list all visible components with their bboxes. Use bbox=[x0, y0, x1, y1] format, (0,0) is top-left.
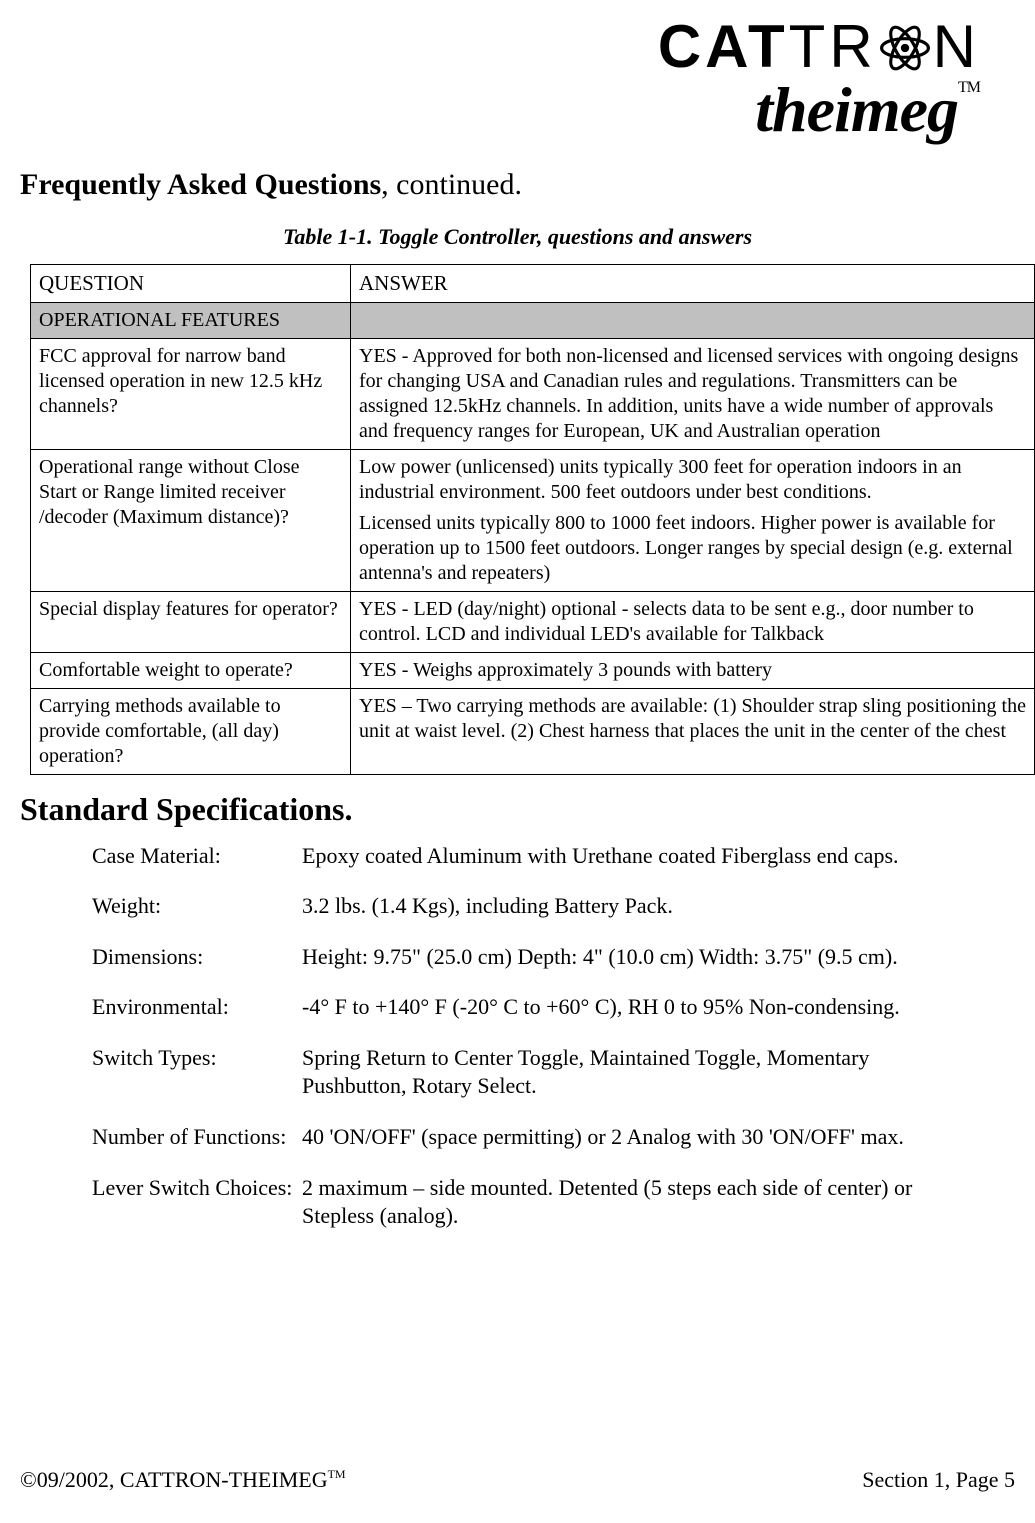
spec-label: Dimensions: bbox=[92, 943, 302, 972]
header-answer: ANSWER bbox=[351, 265, 1035, 302]
answer-cell: YES – Two carrying methods are available… bbox=[351, 688, 1035, 774]
spec-label: Environmental: bbox=[92, 993, 302, 1022]
logo-text-theimeg: theimeg bbox=[755, 74, 958, 145]
spec-value: 40 'ON/OFF' (space permitting) or 2 Anal… bbox=[302, 1123, 975, 1152]
spec-row: Lever Switch Choices: 2 maximum – side m… bbox=[92, 1174, 975, 1231]
answer-text: YES - LED (day/night) optional - selects… bbox=[359, 597, 1026, 647]
spec-row: Number of Functions: 40 'ON/OFF' (space … bbox=[92, 1123, 975, 1152]
section-label: OPERATIONAL FEATURES bbox=[31, 302, 351, 338]
spec-label: Number of Functions: bbox=[92, 1123, 302, 1152]
spec-row: Environmental: -4° F to +140° F (-20° C … bbox=[92, 993, 975, 1022]
table-row: Carrying methods available to provide co… bbox=[31, 688, 1035, 774]
spec-row: Weight: 3.2 lbs. (1.4 Kgs), including Ba… bbox=[92, 892, 975, 921]
spec-value: 2 maximum – side mounted. Detented (5 st… bbox=[302, 1174, 975, 1231]
logo-text-cat: CAT bbox=[658, 13, 789, 80]
logo-text-tr: TR bbox=[789, 13, 877, 80]
table-header-row: QUESTION ANSWER bbox=[31, 265, 1035, 302]
footer-right: Section 1, Page 5 bbox=[862, 1467, 1015, 1493]
section-empty bbox=[351, 302, 1035, 338]
table-caption: Table 1-1. Toggle Controller, questions … bbox=[20, 224, 1015, 250]
answer-text: YES - Weighs approximately 3 pounds with… bbox=[359, 658, 1026, 683]
spec-label: Lever Switch Choices: bbox=[92, 1174, 302, 1231]
header-question: QUESTION bbox=[31, 265, 351, 302]
spec-list: Case Material: Epoxy coated Aluminum wit… bbox=[92, 842, 975, 1231]
question-cell: Operational range without Close Start or… bbox=[31, 449, 351, 591]
question-cell: FCC approval for narrow band licensed op… bbox=[31, 338, 351, 449]
answer-cell: YES - Approved for both non-licensed and… bbox=[351, 338, 1035, 449]
table-row: Operational range without Close Start or… bbox=[31, 449, 1035, 591]
spec-value: -4° F to +140° F (-20° C to +60° C), RH … bbox=[302, 993, 975, 1022]
section-row: OPERATIONAL FEATURES bbox=[31, 302, 1035, 338]
answer-cell: YES - Weighs approximately 3 pounds with… bbox=[351, 652, 1035, 688]
spec-value: Spring Return to Center Toggle, Maintain… bbox=[302, 1044, 975, 1101]
answer-text: YES - Approved for both non-licensed and… bbox=[359, 344, 1026, 444]
atom-icon bbox=[879, 22, 931, 81]
faq-heading-rest: , continued. bbox=[381, 168, 522, 201]
spec-row: Switch Types: Spring Return to Center To… bbox=[92, 1044, 975, 1101]
table-row: Special display features for operator? Y… bbox=[31, 591, 1035, 652]
answer-cell: Low power (unlicensed) units typically 3… bbox=[351, 449, 1035, 591]
table-row: FCC approval for narrow band licensed op… bbox=[31, 338, 1035, 449]
answer-cell: YES - LED (day/night) optional - selects… bbox=[351, 591, 1035, 652]
spec-row: Case Material: Epoxy coated Aluminum wit… bbox=[92, 842, 975, 871]
faq-heading-bold: Frequently Asked Questions bbox=[20, 168, 381, 201]
answer-text: Licensed units typically 800 to 1000 fee… bbox=[359, 511, 1026, 586]
logo-text-n: N bbox=[933, 13, 980, 80]
spec-value: Height: 9.75" (25.0 cm) Depth: 4" (10.0 … bbox=[302, 943, 975, 972]
spec-value: 3.2 lbs. (1.4 Kgs), including Battery Pa… bbox=[302, 892, 975, 921]
answer-text: Low power (unlicensed) units typically 3… bbox=[359, 455, 1026, 505]
specs-heading: Standard Specifications. bbox=[20, 791, 1015, 828]
question-cell: Comfortable weight to operate? bbox=[31, 652, 351, 688]
page-footer: ©09/2002, CATTRON-THEIMEGTM Section 1, P… bbox=[20, 1467, 1015, 1493]
spec-label: Weight: bbox=[92, 892, 302, 921]
footer-tm: TM bbox=[328, 1467, 346, 1481]
spec-label: Case Material: bbox=[92, 842, 302, 871]
question-cell: Special display features for operator? bbox=[31, 591, 351, 652]
brand-logo: CATTRN theimegTM bbox=[20, 20, 1015, 138]
spec-value: Epoxy coated Aluminum with Urethane coat… bbox=[302, 842, 975, 871]
table-row: Comfortable weight to operate? YES - Wei… bbox=[31, 652, 1035, 688]
qa-table: QUESTION ANSWER OPERATIONAL FEATURES FCC… bbox=[30, 264, 1035, 774]
faq-heading: Frequently Asked Questions, continued. bbox=[20, 168, 1015, 202]
footer-left: ©09/2002, CATTRON-THEIMEGTM bbox=[20, 1467, 346, 1493]
answer-text: YES – Two carrying methods are available… bbox=[359, 694, 1026, 744]
logo-tm: TM bbox=[958, 79, 980, 96]
spec-row: Dimensions: Height: 9.75" (25.0 cm) Dept… bbox=[92, 943, 975, 972]
question-cell: Carrying methods available to provide co… bbox=[31, 688, 351, 774]
spec-label: Switch Types: bbox=[92, 1044, 302, 1101]
footer-copyright: ©09/2002, CATTRON-THEIMEG bbox=[20, 1467, 328, 1492]
